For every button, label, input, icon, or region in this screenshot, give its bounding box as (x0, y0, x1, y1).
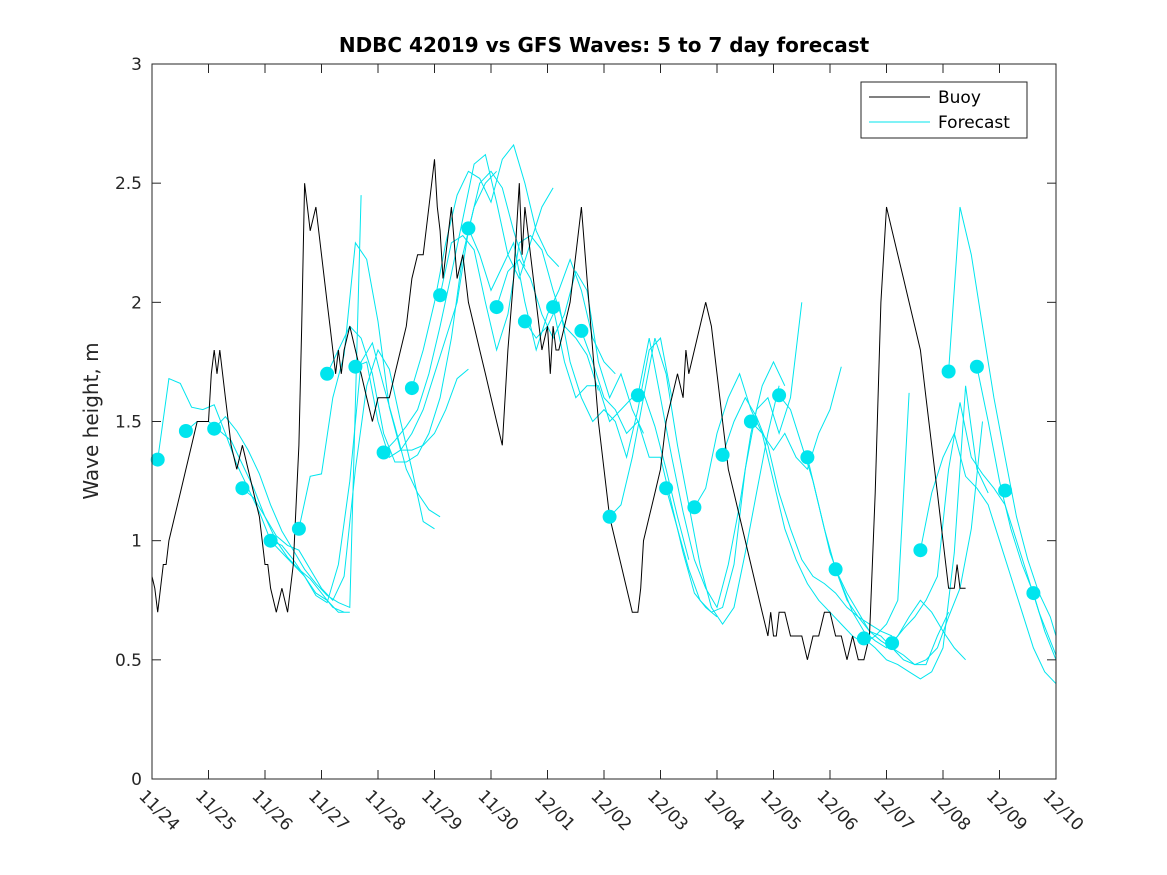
forecast-run-line (637, 338, 786, 609)
forecast-run-line (609, 337, 780, 625)
legend: Buoy Forecast (860, 81, 1028, 139)
forecast-marker (800, 450, 815, 465)
forecast-marker (320, 366, 335, 381)
buoy-line (152, 159, 966, 661)
chart-title: NDBC 42019 vs GFS Waves: 5 to 7 day fore… (339, 33, 870, 57)
forecast-marker (207, 421, 222, 436)
forecast-run-line (383, 153, 554, 453)
forecast-marker (433, 288, 448, 303)
forecast-run-line (552, 306, 690, 560)
forecast-run-line (919, 431, 1056, 685)
forecast-run-line (580, 330, 718, 618)
forecast-marker (263, 533, 278, 548)
legend-box (860, 81, 1028, 139)
forecast-marker (1026, 586, 1041, 601)
forecast-marker (602, 509, 617, 524)
forecast-marker (687, 500, 702, 515)
forecast-markers (150, 221, 1041, 651)
forecast-run-line (298, 241, 469, 529)
forecast-marker (885, 636, 900, 651)
y-axis-label: Wave height, m (79, 342, 103, 499)
legend-label-forecast: Forecast (938, 113, 1010, 133)
forecast-marker (998, 483, 1013, 498)
forecast-marker (178, 424, 193, 438)
y-tick-label: 1.5 (115, 413, 142, 433)
forecast-run-line (496, 258, 644, 434)
forecast-marker (856, 631, 871, 646)
forecast-marker (941, 364, 956, 379)
forecast-marker (348, 359, 363, 374)
forecast-marker (969, 359, 984, 374)
y-tick-label: 0 (131, 770, 142, 790)
forecast-run-line (948, 206, 1056, 637)
forecast-run-line (157, 377, 350, 613)
legend-label-buoy: Buoy (938, 88, 981, 108)
forecast-marker (489, 300, 504, 315)
plot-area: 11/24 11/25 11/26 11/27 11/28 11/29 11/30 12/01… (115, 55, 1087, 835)
forecast-run-line (835, 421, 983, 666)
forecast-run-line (439, 234, 599, 391)
forecast-marker (235, 481, 250, 496)
forecast-marker (376, 445, 391, 460)
forecast-marker (150, 452, 165, 467)
forecast-marker (546, 300, 561, 315)
forecast-run-line (693, 366, 842, 508)
y-tick-label: 0.5 (115, 651, 142, 671)
forecast-run-line (665, 302, 803, 613)
forecast-marker (517, 314, 532, 329)
forecast-run-line (242, 348, 435, 602)
forecast-marker (291, 521, 306, 536)
y-tick-label: 2 (131, 293, 142, 313)
forecast-run-line (213, 195, 362, 609)
buoy-series (152, 159, 966, 661)
forecast-marker (715, 447, 730, 462)
forecast-marker (461, 221, 476, 236)
y-tick-label: 2.5 (115, 174, 142, 194)
forecast-run-line (863, 385, 989, 680)
forecast-marker (913, 543, 928, 558)
forecast-marker (743, 414, 758, 429)
forecast-run-line (722, 396, 893, 637)
y-tick-label: 1 (131, 532, 142, 552)
forecast-marker (772, 388, 787, 403)
y-tick-label: 3 (131, 55, 142, 75)
forecast-marker (404, 381, 419, 396)
y-axis: 0 0.5 1 1.5 2 2.5 3 (115, 55, 1056, 790)
forecast-run-line (976, 366, 1056, 660)
forecast-run-line (270, 341, 441, 604)
forecast-marker (659, 481, 674, 496)
forecast-marker (574, 323, 589, 338)
forecast-marker (630, 388, 645, 403)
forecast-marker (828, 562, 843, 577)
axes-background (152, 64, 1056, 779)
